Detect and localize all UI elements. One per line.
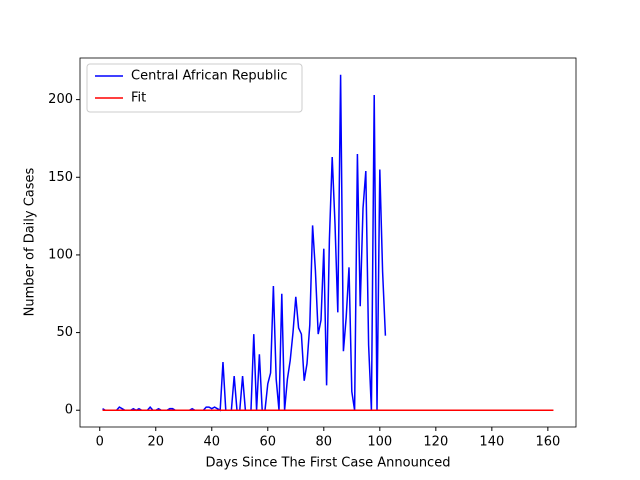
legend-label: Fit <box>131 91 146 106</box>
x-tick-label: 80 <box>316 435 333 450</box>
y-tick-label: 0 <box>65 403 73 418</box>
x-tick-label: 20 <box>147 435 164 450</box>
plot-frame <box>79 57 577 428</box>
x-tick-label: 160 <box>535 435 560 450</box>
x-tick-label: 100 <box>367 435 392 450</box>
y-tick-label: 200 <box>48 92 73 107</box>
x-tick-label: 60 <box>260 435 277 450</box>
y-tick-label: 50 <box>56 325 73 340</box>
x-axis-label: Days Since The First Case Announced <box>206 456 451 471</box>
y-tick-label: 100 <box>48 247 73 262</box>
y-tick-label: 150 <box>48 170 73 185</box>
legend-label: Central African Republic <box>131 69 287 84</box>
x-tick-label: 0 <box>96 435 104 450</box>
y-axis-label: Number of Daily Cases <box>23 167 38 316</box>
data-line <box>102 74 387 412</box>
x-tick-label: 120 <box>423 435 448 450</box>
x-tick-label: 40 <box>203 435 220 450</box>
legend-box <box>86 63 303 113</box>
x-tick-label: 140 <box>479 435 504 450</box>
